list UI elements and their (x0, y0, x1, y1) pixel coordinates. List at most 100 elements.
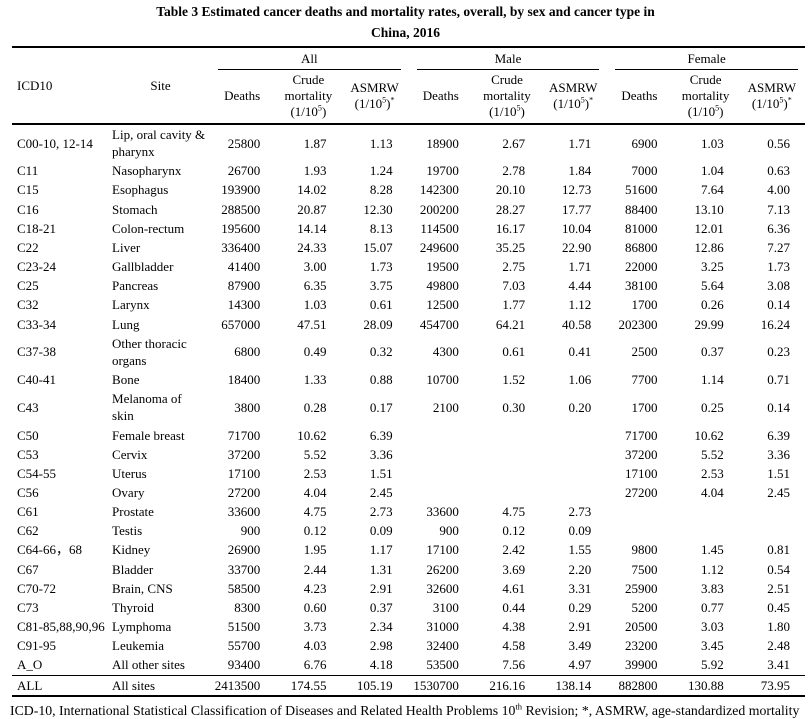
icd10-cell: C56 (17, 484, 39, 500)
table-row: C54-55 Uterus 17100 2.53 1.51 17100 2.53 1.51 (12, 464, 805, 483)
table-row: C73 Thyroid 8300 0.60 0.37 3100 0.44 0.29 5200 0.… (12, 598, 805, 617)
value-cell: 7.13 (767, 201, 790, 217)
value-cell: 2.51 (767, 580, 790, 596)
value-cell: 6.35 (303, 278, 327, 294)
value-cell: 2.73 (369, 504, 393, 520)
value-cell: 114500 (420, 220, 459, 236)
value-cell: 1.77 (502, 297, 526, 313)
value-cell: 2.91 (369, 580, 393, 596)
value-cell: 0.09 (369, 523, 393, 539)
value-cell: 7.64 (700, 182, 724, 198)
icd10-cell: C00-10, 12-14 (17, 135, 93, 151)
icd10-cell: C61 (17, 504, 39, 520)
value-cell: 27200 (227, 484, 261, 500)
value-cell: 51600 (625, 182, 658, 198)
value-cell: 55700 (227, 638, 261, 654)
table-row: C62 Testis 900 0.12 0.09 900 0.12 0.09 (12, 521, 805, 540)
table-row: C25 Pancreas 87900 6.35 3.75 49800 7.03 4.44 381… (12, 276, 805, 295)
table-title-line2: China, 2016 (370, 25, 441, 41)
value-cell: 3800 (234, 399, 261, 415)
site-cell: Thyroid (112, 599, 154, 615)
value-cell: 2.20 (568, 561, 592, 577)
value-cell: 0.49 (303, 344, 327, 360)
value-cell: 0.12 (303, 523, 327, 539)
value-cell: 0.71 (767, 372, 790, 388)
value-cell: 9800 (631, 542, 658, 558)
value-cell: 2.45 (767, 484, 790, 500)
value-cell (474, 483, 540, 502)
site-cell: Testis (112, 523, 143, 539)
value-cell: 2.78 (502, 163, 526, 179)
icd10-cell: C23-24 (17, 259, 56, 275)
table-row: C67 Bladder 33700 2.44 1.31 26200 3.69 2.20 7500… (12, 560, 805, 579)
value-cell: 249600 (419, 239, 459, 255)
value-cell: 33600 (426, 504, 459, 520)
table-row: C91-95 Leukemia 55700 4.03 2.98 32400 4.58 3.49… (12, 636, 805, 655)
table-row: C56 Ovary 27200 4.04 2.45 27200 4.04 2.45 (12, 483, 805, 502)
group-header-all: All (209, 47, 408, 71)
value-cell: 47.51 (297, 316, 327, 332)
table-row: C70-72 Brain, CNS 58500 4.23 2.91 32600 4.61 3.… (12, 579, 805, 598)
value-cell: 105.19 (341, 674, 408, 696)
value-cell: 12.73 (562, 182, 592, 198)
value-cell: 3.00 (303, 259, 327, 275)
value-cell: 0.61 (502, 344, 526, 360)
value-cell (673, 502, 739, 521)
site-cell: Liver (112, 239, 141, 255)
value-cell: 1.31 (369, 561, 393, 577)
value-cell: 2.67 (502, 135, 526, 151)
value-cell: 7000 (631, 163, 658, 179)
value-cell: 5.52 (700, 446, 724, 462)
value-cell: 4.04 (303, 484, 327, 500)
icd10-cell: C67 (17, 561, 39, 577)
value-cell: 64.21 (495, 316, 526, 332)
table-row: C43 Melanoma of skin 3800 0.28 0.17 2100 0.30 0… (12, 389, 805, 425)
value-cell: 3.03 (700, 619, 724, 635)
value-cell: 93400 (227, 657, 261, 673)
value-cell: 0.26 (700, 297, 724, 313)
site-cell: Uterus (112, 465, 147, 481)
value-cell: 900 (439, 523, 459, 539)
value-cell: 17100 (625, 465, 658, 481)
group-header-male: Male (408, 47, 607, 71)
value-cell: 14.14 (297, 220, 327, 236)
value-cell: 0.61 (369, 297, 393, 313)
value-cell: 18400 (227, 372, 261, 388)
value-cell (540, 445, 606, 464)
value-cell: 4.44 (568, 278, 592, 294)
site-cell: Esophagus (112, 182, 169, 198)
value-cell: 0.12 (502, 523, 526, 539)
value-cell: 4.75 (502, 504, 526, 520)
value-cell: 2.53 (303, 465, 327, 481)
value-cell: 0.14 (767, 297, 790, 313)
value-cell: 58500 (227, 580, 261, 596)
value-cell: 288500 (221, 201, 261, 217)
group-header-female: Female (606, 47, 805, 71)
value-cell: 2.98 (369, 638, 393, 654)
table-row: C18-21 Colon-rectum 195600 14.14 8.13 114500 1… (12, 219, 805, 238)
site-cell: Bone (112, 372, 140, 388)
value-cell: 16.17 (495, 220, 526, 236)
value-cell (474, 445, 540, 464)
value-cell: 2.44 (303, 561, 327, 577)
value-cell: 28.09 (363, 316, 393, 332)
value-cell: 3.83 (700, 580, 724, 596)
value-cell (606, 521, 672, 540)
value-cell: 0.77 (700, 599, 724, 615)
col-header-icd10: ICD10 (12, 47, 113, 126)
value-cell (408, 464, 474, 483)
value-cell: 19700 (426, 163, 459, 179)
value-cell: 142300 (419, 182, 459, 198)
value-cell: 1.33 (303, 372, 327, 388)
table-title: Table 3 Estimated cancer deaths and mort… (0, 3, 811, 42)
value-cell: 71700 (227, 427, 261, 443)
value-cell: 1.55 (568, 542, 592, 558)
value-cell: 3.25 (700, 259, 724, 275)
value-cell: 2.48 (767, 638, 790, 654)
value-cell: 6.39 (369, 427, 393, 443)
value-cell: 4300 (432, 344, 459, 360)
value-cell: 4.03 (303, 638, 327, 654)
value-cell: 25900 (625, 580, 658, 596)
value-cell (540, 426, 606, 445)
